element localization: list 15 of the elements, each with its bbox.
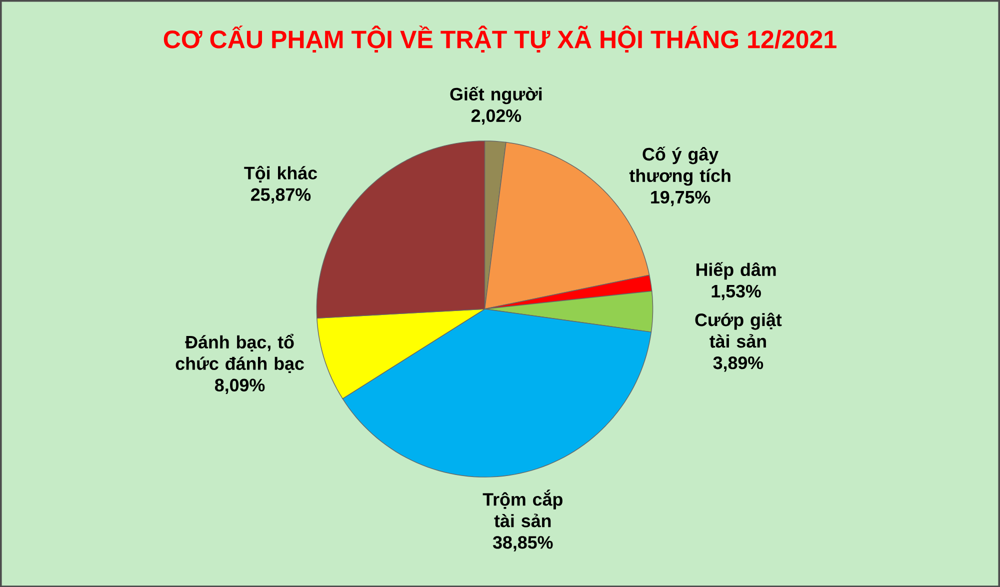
data-label: 19,75%: [651, 190, 710, 206]
slice-label: Tội khác: [244, 166, 318, 182]
data-label: 2,02%: [471, 109, 522, 124]
slice-label: Trộm cắp tài sản: [482, 489, 562, 528]
data-label: 8,09%: [214, 378, 265, 394]
slice-label: Giết người: [450, 86, 542, 104]
chart-title: CƠ CẤU PHẠM TỘI VỀ TRẬT TỰ XÃ HỘI THÁNG 12/2021: [164, 25, 836, 52]
data-label: 3,89%: [713, 356, 764, 372]
slice-label: Cố ý gây thương tích: [629, 146, 730, 186]
data-label: 38,85%: [492, 536, 553, 552]
slice-label: Đánh bạc, tổ chức đánh bạc: [176, 334, 304, 373]
data-label: 25,87%: [251, 188, 311, 204]
slice-label: Hiếp dâm: [696, 262, 776, 280]
slice-label: Cướp giật tài sản: [695, 312, 782, 348]
data-label: 1,53%: [712, 284, 761, 300]
